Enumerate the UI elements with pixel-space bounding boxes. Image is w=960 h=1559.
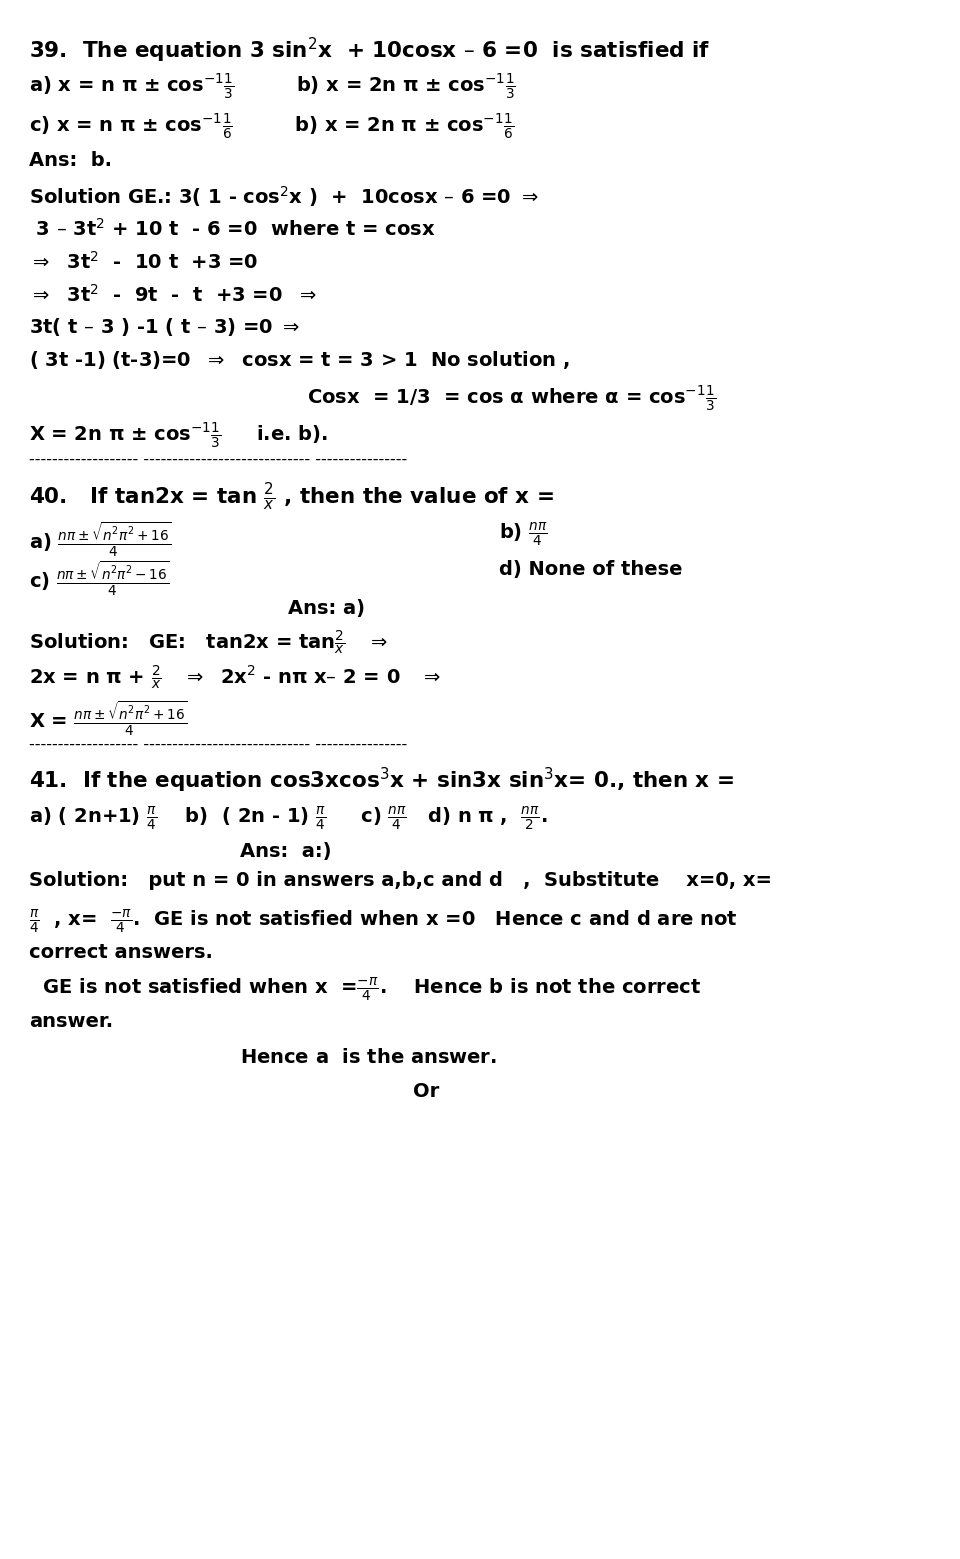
Text: Or: Or: [413, 1082, 439, 1101]
Text: X = $\frac{n\pi \pm \sqrt{n^2\pi^2+16}}{4}$: X = $\frac{n\pi \pm \sqrt{n^2\pi^2+16}}{…: [29, 700, 187, 737]
Text: 2x = n $\mathbf{\pi}$ + $\frac{2}{x}$   $\Rightarrow$  2x$^2$ - n$\mathbf{\pi}$ : 2x = n $\mathbf{\pi}$ + $\frac{2}{x}$ $\…: [29, 663, 441, 691]
Text: d) None of these: d) None of these: [499, 560, 683, 578]
Text: c) $\frac{n\pi \pm \sqrt{n^2\pi^2- 16}}{4}$: c) $\frac{n\pi \pm \sqrt{n^2\pi^2- 16}}{…: [29, 560, 170, 597]
Text: Ans: a): Ans: a): [288, 599, 365, 617]
Text: ------------------- ----------------------------- ----------------: ------------------- --------------------…: [29, 737, 407, 753]
Text: c) x = n $\mathbf{\pi}$ ± cos$^{-1}\frac{1}{6}$         b) x = 2n $\mathbf{\pi}$: c) x = n $\mathbf{\pi}$ ± cos$^{-1}\frac…: [29, 112, 514, 142]
Text: answer.: answer.: [29, 1012, 113, 1030]
Text: correct answers.: correct answers.: [29, 943, 213, 962]
Text: Solution:   put n = 0 in answers a,b,c and d   ,  Substitute    x=0, x=: Solution: put n = 0 in answers a,b,c and…: [29, 871, 772, 890]
Text: a) $\frac{n\pi \pm \sqrt{n^2\pi^2+16}}{4}$: a) $\frac{n\pi \pm \sqrt{n^2\pi^2+16}}{4…: [29, 521, 171, 558]
Text: Cosx  = 1/3  = cos α where α = cos$^{-1}\frac{1}{3}$: Cosx = 1/3 = cos α where α = cos$^{-1}\f…: [307, 384, 716, 413]
Text: 41.  If the equation cos3xcos$^3$x + sin3x sin$^3$x= 0., then x =: 41. If the equation cos3xcos$^3$x + sin3…: [29, 765, 733, 795]
Text: 3t( t – 3 ) -1 ( t – 3) =0 $\Rightarrow$: 3t( t – 3 ) -1 ( t – 3) =0 $\Rightarrow$: [29, 316, 300, 338]
Text: Solution GE.: 3( 1 - cos$^2$x )  +  10cosx – 6 =0 $\Rightarrow$: Solution GE.: 3( 1 - cos$^2$x ) + 10cosx…: [29, 184, 539, 209]
Text: ------------------- ----------------------------- ----------------: ------------------- --------------------…: [29, 452, 407, 468]
Text: 39.  The equation 3 sin$^2$x  + 10cosx – 6 =0  is satisfied if: 39. The equation 3 sin$^2$x + 10cosx – 6…: [29, 36, 710, 65]
Text: $\frac{\pi}{4}$  , x=  $\frac{-\pi}{4}$.  GE is not satisfied when x =0   Hence : $\frac{\pi}{4}$ , x= $\frac{-\pi}{4}$. G…: [29, 907, 737, 935]
Text: $\Rightarrow$  3t$^2$  -  9t  -  t  +3 =0  $\Rightarrow$: $\Rightarrow$ 3t$^2$ - 9t - t +3 =0 $\Ri…: [29, 284, 316, 306]
Text: Ans:  a:): Ans: a:): [240, 842, 331, 861]
Text: Hence $\mathbf{a}$  is the answer.: Hence $\mathbf{a}$ is the answer.: [240, 1048, 497, 1066]
Text: b) $\frac{n\pi}{4}$: b) $\frac{n\pi}{4}$: [499, 521, 548, 549]
Text: ( 3t -1) (t-3)=0  $\Rightarrow$  cosx = t = 3 > 1  No solution ,: ( 3t -1) (t-3)=0 $\Rightarrow$ cosx = t …: [29, 349, 570, 371]
Text: Ans:  b.: Ans: b.: [29, 151, 111, 170]
Text: 40.   If tan2x = tan $\frac{2}{x}$ , then the value of x =: 40. If tan2x = tan $\frac{2}{x}$ , then …: [29, 480, 554, 511]
Text: Solution:   GE:   tan2x = tan$\frac{2}{x}$   $\Rightarrow$: Solution: GE: tan2x = tan$\frac{2}{x}$ $…: [29, 628, 387, 656]
Text: a) x = n $\mathbf{\pi}$ ± cos$^{-1}\frac{1}{3}$         b) x = 2n $\mathbf{\pi}$: a) x = n $\mathbf{\pi}$ ± cos$^{-1}\frac…: [29, 72, 516, 101]
Text: X = 2n $\mathbf{\pi}$ ± cos$^{-1}\frac{1}{3}$     i.e. b).: X = 2n $\mathbf{\pi}$ ± cos$^{-1}\frac{1…: [29, 421, 327, 451]
Text: a) ( 2n+1) $\frac{\pi}{4}$    b)  ( 2n - 1) $\frac{\pi}{4}$     c) $\frac{n\pi}{: a) ( 2n+1) $\frac{\pi}{4}$ b) ( 2n - 1) …: [29, 804, 547, 833]
Text: $\Rightarrow$  3t$^2$  -  10 t  +3 =0: $\Rightarrow$ 3t$^2$ - 10 t +3 =0: [29, 251, 258, 273]
Text: 3 – 3t$^2$ + 10 t  - 6 =0  where t = cosx: 3 – 3t$^2$ + 10 t - 6 =0 where t = cosx: [29, 218, 435, 240]
Text: GE is not satisfied when x  =$\frac{-\pi}{4}$.    Hence b is not the correct: GE is not satisfied when x =$\frac{-\pi}…: [29, 976, 701, 1004]
